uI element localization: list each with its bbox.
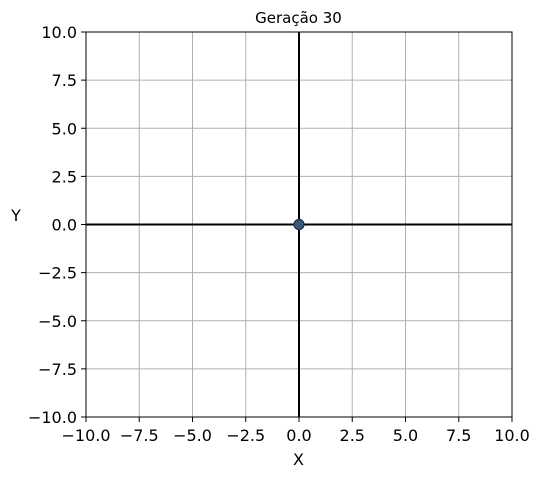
points bbox=[293, 218, 305, 231]
x-tick-label: 2.5 bbox=[340, 426, 365, 445]
y-tick-label: 2.5 bbox=[52, 167, 77, 186]
chart-title: Geração 30 bbox=[255, 9, 342, 27]
y-tick-label: −10.0 bbox=[28, 408, 77, 427]
y-tick-label: 0.0 bbox=[52, 216, 77, 235]
y-tick-label: −7.5 bbox=[38, 360, 77, 379]
data-point bbox=[293, 218, 305, 231]
y-tick-label: 5.0 bbox=[52, 119, 77, 138]
y-tick-label: −2.5 bbox=[38, 264, 77, 283]
x-tick-label: −10.0 bbox=[61, 426, 110, 445]
x-tick-label: 5.0 bbox=[393, 426, 418, 445]
x-tick-label: −5.0 bbox=[173, 426, 212, 445]
y-tick-label: −5.0 bbox=[38, 312, 77, 331]
x-tick-label: −2.5 bbox=[226, 426, 265, 445]
x-tick-label: −7.5 bbox=[120, 426, 159, 445]
x-tick-label: 10.0 bbox=[494, 426, 530, 445]
y-tick-label: 7.5 bbox=[52, 71, 77, 90]
x-tick-label: 0.0 bbox=[286, 426, 311, 445]
y-tick-label: 10.0 bbox=[41, 23, 77, 42]
ticks: −10.0 −7.5 −5.0 −2.5 0.0 2.5 5.0 7.5 10.0 −10.0 −7… bbox=[28, 23, 530, 445]
x-tick-label: 7.5 bbox=[446, 426, 471, 445]
x-axis-label: X bbox=[293, 450, 304, 469]
y-axis-label: Y bbox=[10, 206, 21, 225]
